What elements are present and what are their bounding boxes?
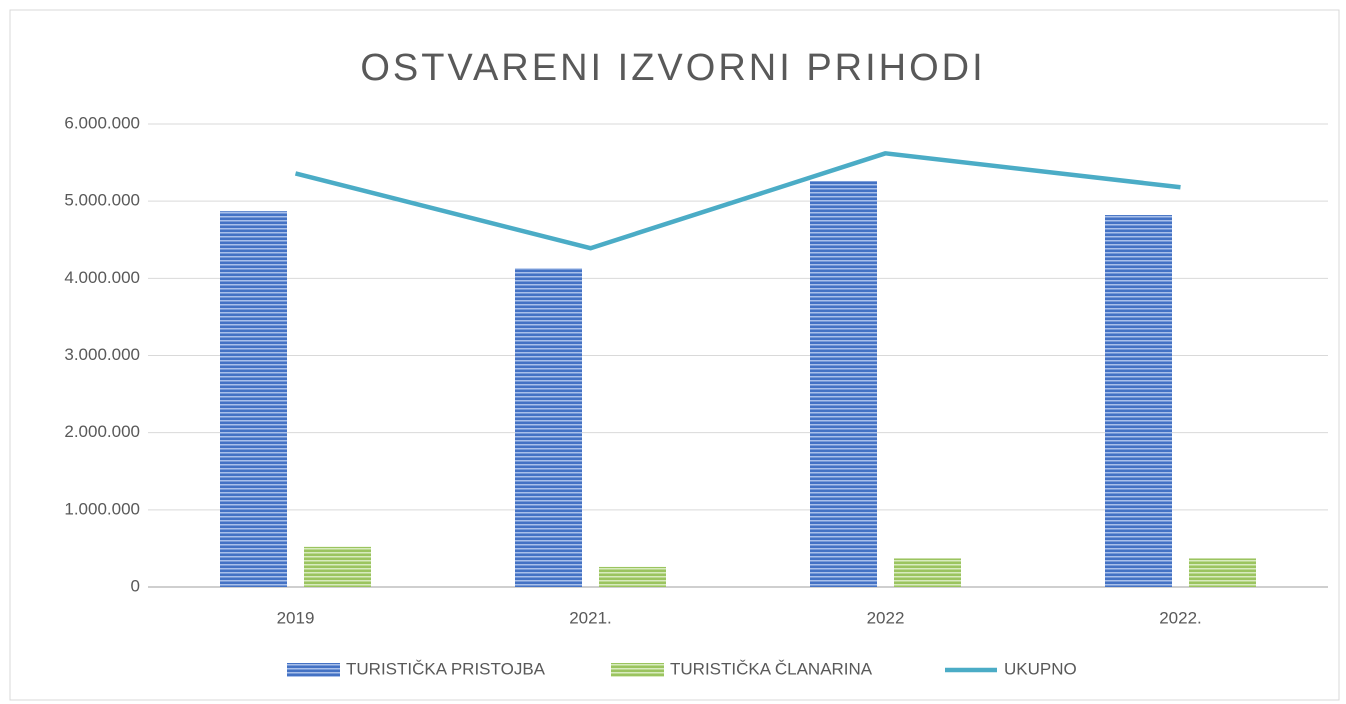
x-tick-label: 2022. bbox=[1159, 608, 1202, 627]
y-tick-label: 6.000.000 bbox=[64, 113, 140, 132]
y-tick-label: 3.000.000 bbox=[64, 345, 140, 364]
legend-label: TURISTIČKA PRISTOJBA bbox=[346, 659, 546, 678]
bar bbox=[220, 211, 287, 587]
bar bbox=[515, 268, 582, 587]
x-tick-label: 2021. bbox=[569, 608, 612, 627]
y-tick-label: 5.000.000 bbox=[64, 191, 140, 210]
bar bbox=[304, 546, 371, 587]
x-tick-label: 2019 bbox=[277, 608, 315, 627]
bar bbox=[599, 566, 666, 587]
bar bbox=[894, 558, 961, 587]
y-tick-label: 1.000.000 bbox=[64, 499, 140, 518]
bar bbox=[1105, 215, 1172, 587]
chart-title: OSTVARENI IZVORNI PRIHODI bbox=[360, 47, 985, 89]
line bbox=[294, 151, 1181, 251]
legend-label: UKUPNO bbox=[1004, 659, 1077, 678]
legend-swatch bbox=[287, 663, 340, 677]
y-tick-label: 4.000.000 bbox=[64, 268, 140, 287]
bar bbox=[1189, 558, 1256, 587]
x-tick-label: 2022 bbox=[867, 608, 905, 627]
y-tick-label: 2.000.000 bbox=[64, 422, 140, 441]
bar bbox=[810, 181, 877, 587]
y-tick-label: 0 bbox=[131, 576, 140, 595]
legend-swatch bbox=[611, 663, 664, 677]
legend-label: TURISTIČKA ČLANARINA bbox=[670, 659, 873, 678]
